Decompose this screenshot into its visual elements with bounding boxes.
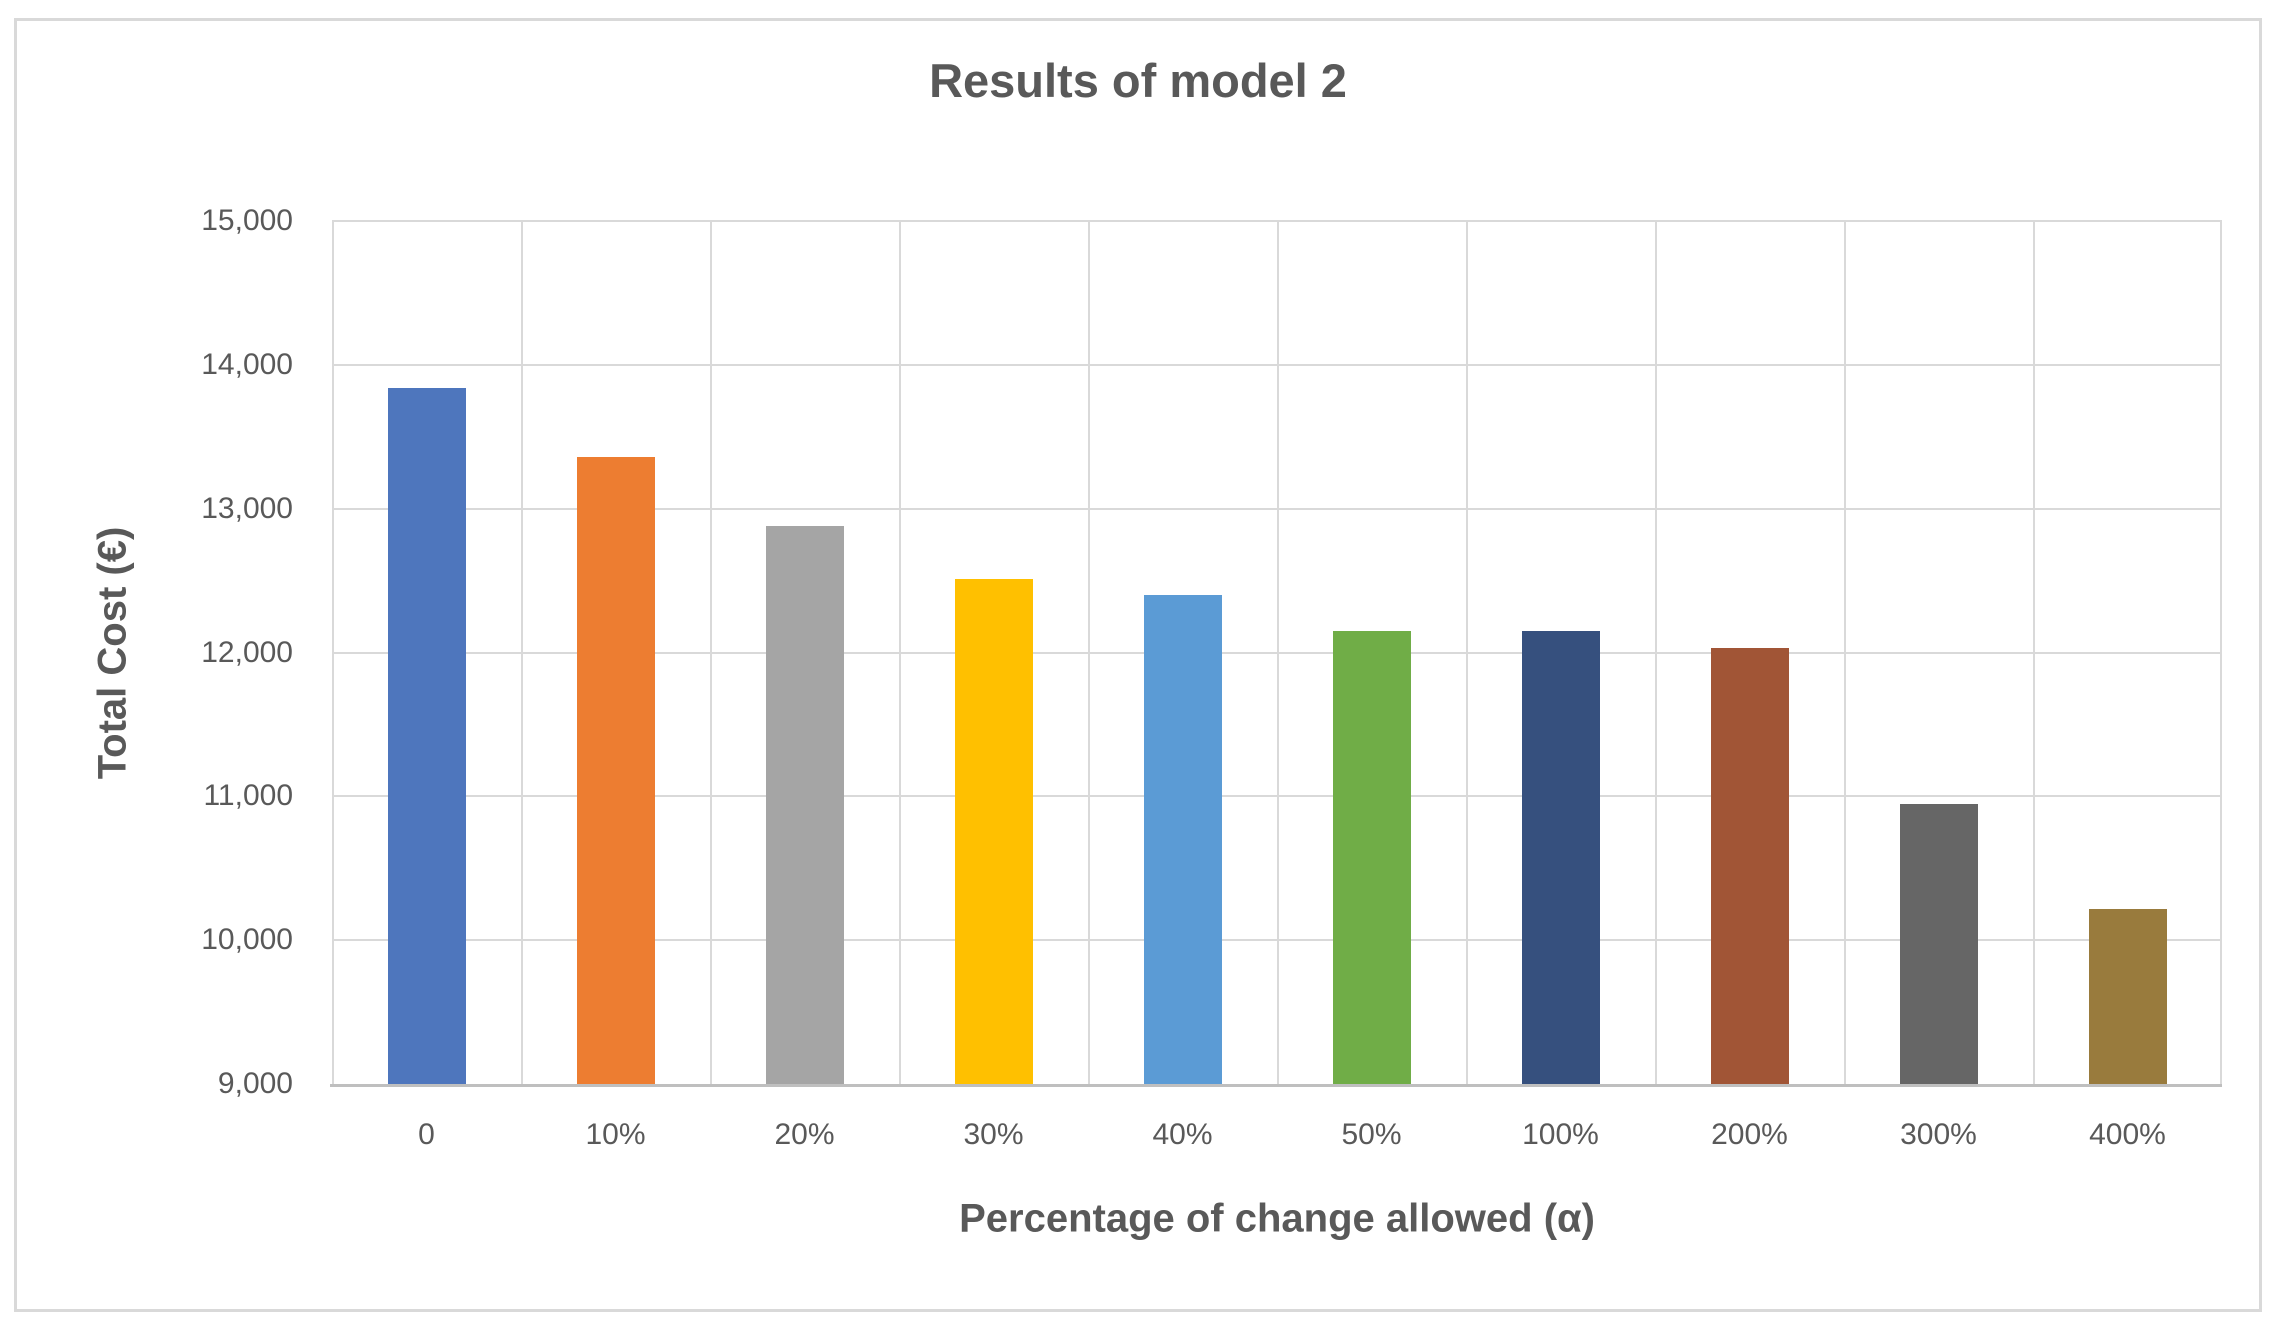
x-tick-label: 20%: [774, 1118, 835, 1151]
vertical-gridline: [2033, 221, 2035, 1084]
x-tick-label: 300%: [1900, 1118, 1977, 1151]
vertical-gridline: [1277, 221, 1279, 1084]
y-tick-label: 11,000: [203, 779, 293, 813]
vertical-gridline: [2220, 221, 2222, 1084]
x-tick-label: 10%: [585, 1118, 646, 1151]
x-tick-label: 30%: [963, 1118, 1024, 1151]
bar-20%: [766, 526, 844, 1084]
y-axis-line: [332, 221, 334, 1084]
y-tick-label: 15,000: [201, 204, 293, 237]
bar-50%: [1333, 631, 1411, 1084]
bar-200%: [1711, 648, 1789, 1084]
vertical-gridline: [1655, 221, 1657, 1084]
x-tick-label: 0: [418, 1118, 435, 1151]
plot-area: [330, 220, 2222, 1087]
vertical-gridline: [1466, 221, 1468, 1084]
x-axis-title: Percentage of change allowed (α): [959, 1196, 1595, 1241]
vertical-gridline: [521, 221, 523, 1084]
y-tick-label: 10,000: [201, 923, 293, 957]
x-axis-line: [330, 1084, 2222, 1087]
chart-title: Results of model 2: [929, 54, 1347, 107]
bar-0: [388, 388, 466, 1084]
x-tick-label: 400%: [2089, 1118, 2166, 1151]
x-tick-label: 50%: [1341, 1118, 1402, 1151]
y-tick-label: 13,000: [201, 491, 293, 525]
y-tick-label: 12,000: [201, 635, 293, 669]
y-axis-title: Total Cost (€): [90, 526, 135, 780]
vertical-gridline: [1088, 221, 1090, 1084]
vertical-gridline: [1844, 221, 1846, 1084]
y-tick-label: 14,000: [201, 347, 293, 381]
bar-300%: [1900, 804, 1978, 1084]
vertical-gridline: [710, 221, 712, 1084]
y-tick-label: 9,000: [217, 1067, 293, 1100]
x-tick-label: 200%: [1711, 1118, 1788, 1151]
chart-frame: Results of model 2 Total Cost (€) Percen…: [14, 18, 2262, 1312]
bar-400%: [2089, 909, 2167, 1084]
x-tick-label: 100%: [1522, 1118, 1599, 1151]
x-tick-label: 40%: [1152, 1118, 1213, 1151]
bar-40%: [1144, 595, 1222, 1084]
vertical-gridline: [899, 221, 901, 1084]
bar-30%: [955, 579, 1033, 1084]
bar-10%: [577, 457, 655, 1084]
bar-100%: [1522, 631, 1600, 1084]
